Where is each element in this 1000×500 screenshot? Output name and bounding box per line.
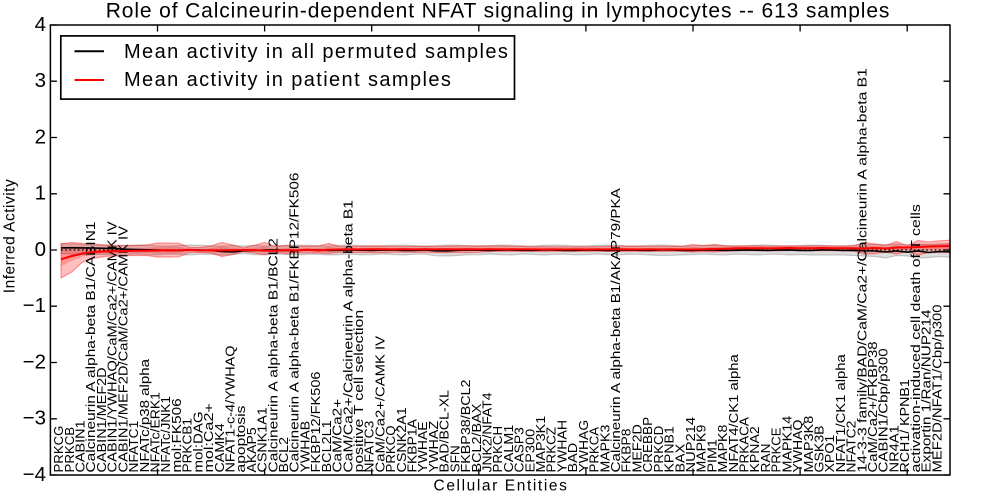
svg-text:NUP214: NUP214 bbox=[683, 417, 698, 473]
svg-text:YWHAH: YWHAH bbox=[555, 420, 570, 473]
svg-text:Cellular Entities: Cellular Entities bbox=[434, 478, 569, 495]
svg-text:YWHAZ: YWHAZ bbox=[426, 421, 441, 473]
svg-text:GSK3B: GSK3B bbox=[812, 425, 827, 472]
svg-text:RCH1/ KPNB1: RCH1/ KPNB1 bbox=[897, 379, 912, 472]
svg-text:1: 1 bbox=[35, 182, 46, 205]
svg-text:NR4A1: NR4A1 bbox=[887, 425, 902, 472]
svg-text:CSNK1A1: CSNK1A1 bbox=[255, 407, 270, 472]
svg-text:PRKCB1: PRKCB1 bbox=[180, 418, 195, 473]
svg-text:MAPK14: MAPK14 bbox=[779, 416, 794, 473]
svg-text:−3: −3 bbox=[23, 407, 46, 430]
svg-text:positive T cell selection: positive T cell selection bbox=[351, 310, 366, 473]
svg-text:CABIN1/MEF2D/CaM/Ca2+/CAMK IV: CABIN1/MEF2D/CaM/Ca2+/CAMK IV bbox=[115, 226, 130, 473]
svg-text:Mean activity in all permuted: Mean activity in all permuted samples bbox=[124, 41, 509, 63]
svg-text:mol:FK506: mol:FK506 bbox=[169, 398, 184, 472]
svg-text:CaM/Ca2+: CaM/Ca2+ bbox=[330, 399, 345, 473]
svg-text:YWHAG: YWHAG bbox=[576, 420, 591, 473]
svg-text:NFATc/p38 alpha: NFATc/p38 alpha bbox=[137, 358, 152, 472]
svg-text:KPNA2: KPNA2 bbox=[747, 426, 762, 472]
svg-text:NFAT4/CK1 alpha: NFAT4/CK1 alpha bbox=[726, 353, 741, 472]
svg-text:Calcineurin A alpha-beta B1/BC: Calcineurin A alpha-beta B1/BCL2 bbox=[265, 238, 280, 472]
svg-text:3: 3 bbox=[35, 69, 46, 92]
svg-text:PRKCE: PRKCE bbox=[769, 427, 784, 472]
svg-text:FKBP1A: FKBP1A bbox=[405, 419, 420, 473]
svg-text:PRKCA: PRKCA bbox=[587, 427, 602, 473]
svg-text:mol:DAG: mol:DAG bbox=[190, 411, 205, 472]
svg-text:−1: −1 bbox=[23, 294, 46, 317]
svg-text:CAMK4: CAMK4 bbox=[212, 423, 227, 472]
svg-text:BCL2: BCL2 bbox=[276, 437, 291, 473]
svg-text:PRKCD: PRKCD bbox=[651, 426, 666, 473]
svg-text:YWHAE: YWHAE bbox=[415, 421, 430, 472]
svg-text:BAD/BCL-XL: BAD/BCL-XL bbox=[437, 390, 452, 473]
svg-text:CREBBP: CREBBP bbox=[640, 417, 655, 473]
svg-text:Role of Calcineurin-dependent: Role of Calcineurin-dependent NFAT signa… bbox=[106, 0, 891, 23]
svg-text:EP300: EP300 bbox=[522, 429, 537, 473]
svg-text:NFAT1/CK1 alpha: NFAT1/CK1 alpha bbox=[833, 353, 848, 472]
svg-text:mol:Ca2+: mol:Ca2+ bbox=[201, 403, 216, 472]
svg-text:RAN: RAN bbox=[758, 444, 773, 473]
svg-text:2: 2 bbox=[35, 125, 46, 148]
svg-text:BCL2L1: BCL2L1 bbox=[319, 420, 334, 472]
svg-text:CABIN1/MEF2D: CABIN1/MEF2D bbox=[94, 367, 109, 472]
svg-text:KPNB1: KPNB1 bbox=[662, 426, 677, 472]
svg-text:CABIN1: CABIN1 bbox=[73, 420, 88, 472]
svg-text:MEF2D/NFAT1/Cbp/p300: MEF2D/NFAT1/Cbp/p300 bbox=[929, 305, 944, 473]
svg-text:NFATC3: NFATC3 bbox=[362, 421, 377, 473]
svg-text:NFATC2: NFATC2 bbox=[844, 421, 859, 473]
svg-text:Mean activity in patient sampl: Mean activity in patient samples bbox=[124, 69, 452, 91]
svg-text:JNK2/NFAT4: JNK2/NFAT4 bbox=[480, 393, 495, 473]
svg-text:PRKCH: PRKCH bbox=[490, 426, 505, 473]
svg-text:BAD: BAD bbox=[565, 443, 580, 473]
svg-text:PRKCZ: PRKCZ bbox=[544, 427, 559, 473]
svg-text:BCL2/BAX: BCL2/BAX bbox=[469, 403, 484, 472]
svg-text:4: 4 bbox=[35, 13, 46, 36]
svg-text:SFN: SFN bbox=[447, 445, 462, 472]
svg-text:CASP3: CASP3 bbox=[512, 427, 527, 472]
svg-text:Calcineurin A alpha-beta B1/FK: Calcineurin A alpha-beta B1/FKBP12/FK506 bbox=[287, 173, 302, 473]
svg-text:Calcineurin A alpha-beta B1/CA: Calcineurin A alpha-beta B1/CABIN1 bbox=[83, 221, 98, 472]
svg-text:apoptosis: apoptosis bbox=[233, 405, 248, 473]
svg-text:AKAP5: AKAP5 bbox=[244, 427, 259, 472]
svg-text:PRKACA: PRKACA bbox=[737, 417, 752, 473]
svg-text:CABIN1/YWHAQ/CaM/Ca2+/CAMK IV: CABIN1/YWHAQ/CaM/Ca2+/CAMK IV bbox=[105, 221, 120, 472]
svg-text:activation-induced cell death: activation-induced cell death of T cells bbox=[908, 204, 923, 473]
svg-text:XPO1: XPO1 bbox=[822, 435, 837, 473]
svg-text:MAPK3: MAPK3 bbox=[597, 425, 612, 473]
svg-text:NFATc/ERK1: NFATc/ERK1 bbox=[148, 392, 163, 472]
svg-text:MAPK8: MAPK8 bbox=[715, 425, 730, 473]
svg-text:PIM1: PIM1 bbox=[704, 439, 719, 472]
svg-text:CSNK2A1: CSNK2A1 bbox=[394, 407, 409, 472]
svg-text:CaM/Ca2+/Calcineurin A alpha-b: CaM/Ca2+/Calcineurin A alpha-beta B1 bbox=[340, 200, 355, 473]
svg-text:NFAT1-c-4/YWHAQ: NFAT1-c-4/YWHAQ bbox=[223, 346, 238, 473]
svg-text:−2: −2 bbox=[23, 350, 46, 373]
svg-text:FKBP8: FKBP8 bbox=[619, 429, 634, 473]
svg-text:PRKCQ: PRKCQ bbox=[383, 426, 398, 473]
svg-text:CALM1: CALM1 bbox=[501, 425, 516, 473]
svg-text:CaM/Ca2+/FKBP38: CaM/Ca2+/FKBP38 bbox=[865, 342, 880, 473]
svg-text:YWHAB: YWHAB bbox=[297, 421, 312, 473]
svg-text:FKBP12/FK506: FKBP12/FK506 bbox=[308, 372, 323, 473]
svg-text:MAP3K1: MAP3K1 bbox=[533, 416, 548, 473]
svg-text:MAP3K8: MAP3K8 bbox=[801, 416, 816, 473]
svg-text:PRKCG: PRKCG bbox=[51, 426, 66, 473]
svg-text:14-3-3 family/BAD/CaM/Ca2+/Cal: 14-3-3 family/BAD/CaM/Ca2+/Calcineurin A… bbox=[854, 68, 869, 472]
svg-text:BAX: BAX bbox=[672, 444, 687, 473]
svg-text:NFATc/JNK1: NFATc/JNK1 bbox=[158, 396, 173, 473]
svg-text:FKBP38/BCL2: FKBP38/BCL2 bbox=[458, 380, 473, 473]
svg-text:MAPK9: MAPK9 bbox=[694, 425, 709, 473]
svg-text:Inferred Activity: Inferred Activity bbox=[2, 179, 19, 293]
svg-text:MEF2D: MEF2D bbox=[629, 424, 644, 472]
svg-text:0: 0 bbox=[35, 238, 46, 261]
svg-text:NFATC1: NFATC1 bbox=[126, 421, 141, 473]
svg-text:CaM/Ca2+/CAMK IV: CaM/Ca2+/CAMK IV bbox=[372, 336, 387, 473]
svg-text:PRKCB: PRKCB bbox=[62, 427, 77, 473]
svg-text:−4: −4 bbox=[23, 463, 46, 486]
svg-text:YWHAQ: YWHAQ bbox=[790, 420, 805, 473]
svg-text:Calcineurin A alpha-beta B1/AK: Calcineurin A alpha-beta B1/AKAP79/PKA bbox=[608, 188, 623, 473]
svg-text:Exportin 1/Ran/NUP214: Exportin 1/Ran/NUP214 bbox=[919, 310, 934, 473]
svg-text:CABIN1/Cbp/p300: CABIN1/Cbp/p300 bbox=[876, 348, 891, 472]
